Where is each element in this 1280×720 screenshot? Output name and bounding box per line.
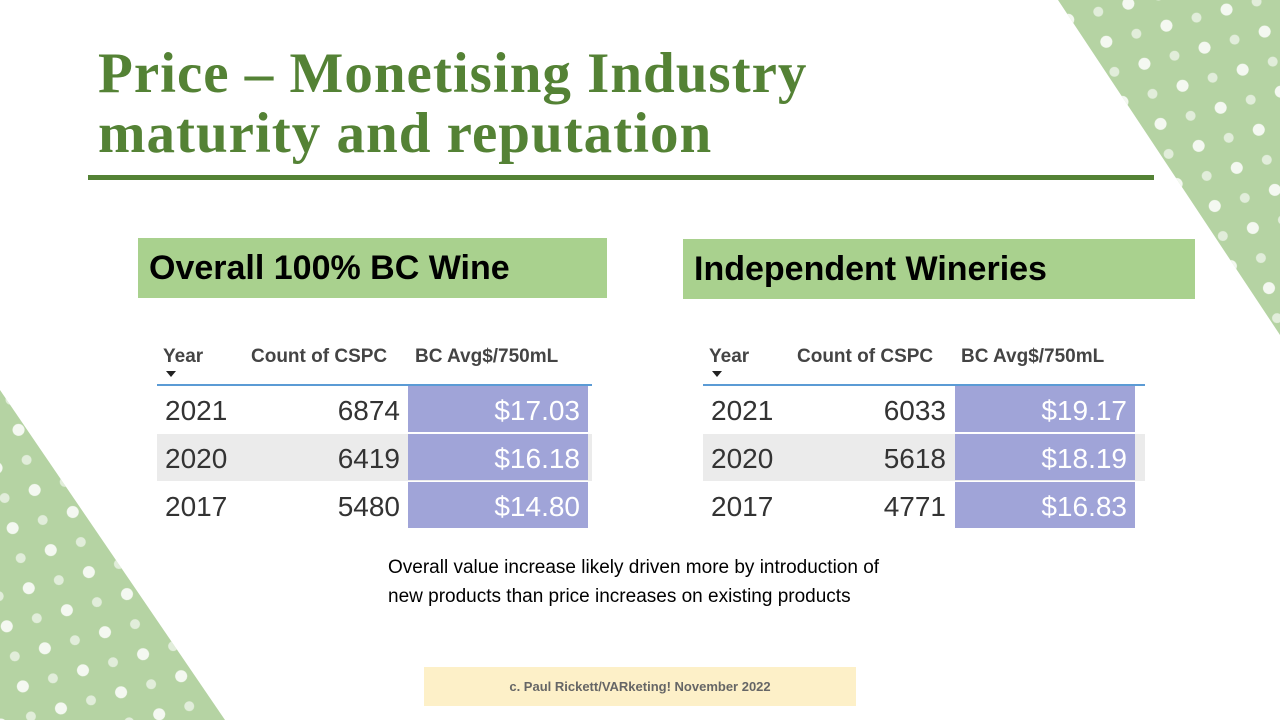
price-cell-bg	[955, 434, 1135, 480]
table-cell: $17.03	[494, 395, 580, 426]
table-cell: $16.83	[1041, 491, 1127, 522]
data-table: Year Count of CSPC BC Avg$/750mL 2021 6874 $1…	[157, 340, 592, 530]
note: Overall value increase likely driven mor…	[388, 557, 880, 607]
table-cell: $14.80	[494, 491, 580, 522]
table-cell: 6419	[337, 443, 400, 474]
table-cell: 2020	[165, 443, 228, 474]
table-cell: $16.18	[494, 443, 580, 474]
title-rule	[88, 175, 1154, 180]
sort-arrow	[166, 371, 176, 377]
column-header: BC Avg$/750mL	[415, 346, 559, 367]
table-cell: 5480	[337, 491, 400, 522]
table-cell: 6874	[337, 395, 400, 426]
decor-dots-top	[1058, 0, 1280, 335]
section-heading: Overall 100% BC Wine	[138, 238, 607, 298]
price-cell-bg	[408, 482, 588, 528]
table-cell: 2017	[165, 491, 228, 522]
column-header: Year	[709, 346, 750, 367]
header-row	[703, 340, 1145, 386]
section-heading: Independent Wineries	[683, 239, 1195, 299]
table-cell: 2020	[711, 443, 774, 474]
data-table: Year Count of CSPC BC Avg$/750mL 2021 6033 $1…	[703, 340, 1145, 530]
table-cell: 6033	[883, 395, 946, 426]
price-cell-bg	[955, 386, 1135, 432]
header-row	[157, 340, 592, 386]
column-header: Count of CSPC	[797, 346, 934, 367]
column-header: Year	[163, 346, 204, 367]
sort-arrow	[712, 371, 722, 377]
price-cell-bg	[408, 386, 588, 432]
table-cell: $19.17	[1041, 395, 1127, 426]
decor-dots-bottom	[0, 390, 225, 720]
price-cell-bg	[408, 434, 588, 480]
table-cell: 4771	[883, 491, 946, 522]
column-header: Count of CSPC	[251, 346, 388, 367]
price-cell-bg	[955, 482, 1135, 528]
table-cell: 2021	[165, 395, 228, 426]
footer: c. Paul Rickett/VARketing! November 2022	[424, 667, 856, 706]
table-cell: 2017	[711, 491, 774, 522]
table-cell: 5618	[883, 443, 946, 474]
table-cell: $18.19	[1041, 443, 1127, 474]
column-header: BC Avg$/750mL	[961, 346, 1105, 367]
table-cell: 2021	[711, 395, 774, 426]
slide-title: Price – Monetising Industry maturity and…	[98, 42, 808, 165]
